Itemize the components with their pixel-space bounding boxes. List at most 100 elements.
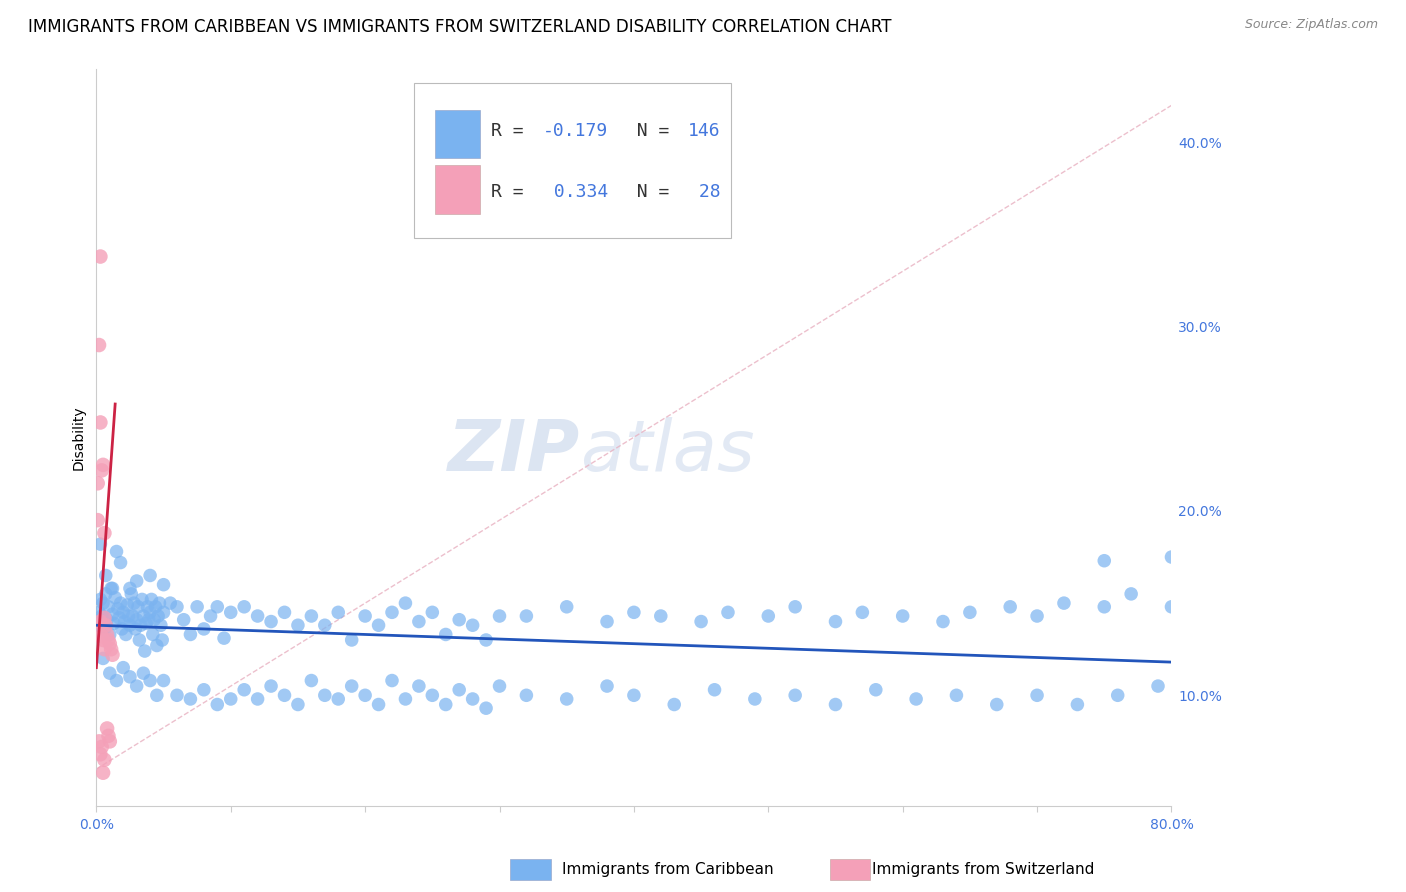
Point — [260, 615, 283, 629]
Point — [596, 615, 619, 629]
Text: Source: ZipAtlas.com: Source: ZipAtlas.com — [1244, 18, 1378, 31]
Point — [110, 556, 132, 570]
Point — [145, 599, 167, 614]
Point — [717, 605, 740, 619]
Text: 28: 28 — [688, 184, 720, 202]
Point — [340, 632, 363, 647]
Point — [1092, 599, 1115, 614]
Point — [136, 599, 159, 614]
Point — [93, 642, 115, 657]
Point — [87, 338, 110, 352]
Point — [117, 609, 139, 624]
Point — [207, 698, 229, 712]
Text: R =: R = — [491, 122, 534, 140]
Point — [328, 692, 350, 706]
Point — [475, 632, 498, 647]
Point — [1053, 596, 1076, 610]
Point — [128, 632, 150, 647]
Point — [354, 609, 377, 624]
Text: atlas: atlas — [581, 417, 755, 486]
Point — [86, 476, 108, 491]
Point — [287, 698, 309, 712]
Point — [193, 622, 215, 636]
Point — [103, 616, 125, 631]
Point — [650, 609, 672, 624]
Point — [107, 601, 129, 615]
Point — [98, 637, 121, 651]
Point — [146, 688, 169, 702]
Text: Immigrants from Caribbean: Immigrants from Caribbean — [562, 863, 775, 877]
Point — [260, 679, 283, 693]
Point — [998, 599, 1021, 614]
Point — [865, 682, 887, 697]
Point — [287, 618, 309, 632]
FancyBboxPatch shape — [413, 83, 731, 238]
Point — [367, 698, 389, 712]
Point — [132, 609, 155, 624]
Point — [96, 627, 118, 641]
Point — [233, 682, 256, 697]
Point — [146, 609, 169, 624]
Point — [328, 605, 350, 619]
Point — [1107, 688, 1129, 702]
Point — [824, 615, 846, 629]
Point — [127, 599, 149, 614]
Point — [420, 688, 443, 702]
Point — [87, 734, 110, 748]
Point — [89, 615, 111, 629]
Point — [246, 609, 269, 624]
Point — [87, 618, 110, 632]
Text: -0.179: -0.179 — [543, 122, 607, 140]
Point — [166, 599, 188, 614]
Point — [1026, 609, 1049, 624]
Point — [98, 734, 121, 748]
Point — [96, 613, 118, 627]
Point — [112, 660, 135, 674]
Point — [91, 765, 114, 780]
Point — [986, 698, 1008, 712]
Point — [149, 618, 172, 632]
Point — [121, 609, 143, 624]
Point — [101, 648, 124, 662]
Point — [94, 568, 117, 582]
Point — [100, 642, 122, 657]
Point — [90, 629, 112, 643]
Point — [104, 591, 127, 605]
Point — [129, 618, 152, 632]
Point — [314, 618, 336, 632]
Point — [91, 632, 114, 647]
Point — [91, 651, 114, 665]
Point — [475, 701, 498, 715]
Point — [111, 622, 134, 636]
Point — [143, 613, 166, 627]
Point — [98, 666, 121, 681]
Point — [623, 605, 645, 619]
Point — [90, 739, 112, 754]
Point — [125, 574, 148, 588]
Point — [186, 599, 208, 614]
Point — [200, 609, 222, 624]
Point — [555, 599, 578, 614]
Point — [90, 609, 112, 624]
Point — [94, 587, 117, 601]
Point — [93, 611, 115, 625]
Point — [105, 544, 128, 558]
Y-axis label: Disability: Disability — [72, 405, 86, 469]
Text: 0.334: 0.334 — [543, 184, 607, 202]
Point — [89, 592, 111, 607]
Point — [394, 692, 416, 706]
Point — [891, 609, 914, 624]
Point — [131, 592, 153, 607]
Point — [434, 627, 457, 641]
Point — [193, 682, 215, 697]
Point — [1160, 549, 1182, 564]
Point — [408, 679, 430, 693]
Point — [101, 582, 124, 596]
Point — [515, 609, 537, 624]
Point — [488, 679, 510, 693]
Point — [824, 698, 846, 712]
Point — [89, 250, 111, 264]
Point — [139, 568, 162, 582]
Point — [219, 605, 242, 619]
Point — [97, 729, 120, 743]
